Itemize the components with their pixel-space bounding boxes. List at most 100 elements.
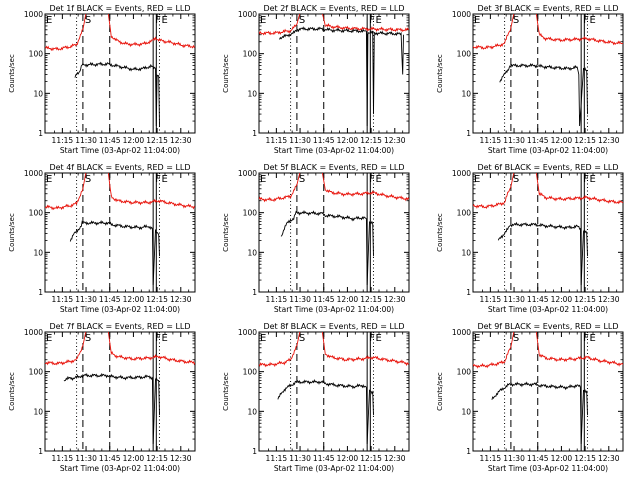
- time-marker-label: S: [513, 333, 519, 344]
- y-tick-label: 100: [457, 368, 472, 377]
- y-tick-label: 100: [29, 368, 44, 377]
- time-marker-label: E: [161, 174, 167, 185]
- time-marker-label: E: [161, 15, 167, 26]
- x-tick-label: 12:00: [337, 454, 359, 463]
- x-tick-label: 11:45: [99, 295, 121, 304]
- time-marker-label: E: [375, 15, 381, 26]
- y-axis-label: Counts/sec: [8, 372, 16, 411]
- time-marker-label: F: [583, 15, 589, 26]
- x-tick-label: 11:45: [99, 136, 121, 145]
- y-tick-label: 100: [29, 209, 44, 218]
- x-tick-label: 12:15: [146, 136, 168, 145]
- x-tick-label: 11:30: [75, 454, 97, 463]
- x-tick-label: 12:15: [360, 454, 382, 463]
- y-tick-label: 1: [38, 447, 43, 456]
- y-tick-label: 1000: [452, 328, 471, 337]
- x-tick-label: 12:30: [384, 136, 406, 145]
- time-marker-label: E: [589, 174, 595, 185]
- y-tick-label: 1000: [238, 169, 257, 178]
- y-axis-label: Counts/sec: [222, 213, 230, 252]
- series-line-events: [69, 219, 160, 286]
- y-axis-label: Counts/sec: [222, 372, 230, 411]
- series-line-lld: [259, 14, 409, 36]
- x-tick-label: 12:15: [574, 295, 596, 304]
- series-line-lld: [45, 173, 195, 211]
- plot-frame: [258, 13, 410, 134]
- y-tick-label: 100: [243, 209, 258, 218]
- y-tick-label: 1000: [24, 169, 43, 178]
- time-marker-label: E: [375, 174, 381, 185]
- y-tick-label: 100: [243, 50, 258, 59]
- x-tick-label: 12:30: [384, 295, 406, 304]
- time-marker-label: S: [299, 333, 305, 344]
- series-line-lld: [473, 14, 623, 50]
- x-tick-label: 11:15: [52, 295, 74, 304]
- panel-det-4: Det 4f BLACK = Events, RED = LLD 1 10 100 10…: [8, 163, 196, 314]
- time-marker-label: S: [85, 15, 91, 26]
- x-tick-label: 12:30: [170, 295, 192, 304]
- x-axis-label: Start Time (03-Apr-02 11:04:00): [60, 464, 180, 473]
- time-marker-label: E: [161, 333, 167, 344]
- x-tick-label: 12:15: [146, 454, 168, 463]
- y-tick-label: 1000: [24, 10, 43, 19]
- series-line-events: [279, 26, 404, 127]
- series-line-lld: [473, 332, 623, 369]
- time-marker-label: S: [513, 174, 519, 185]
- x-tick-label: 12:15: [574, 454, 596, 463]
- time-marker-label: F: [583, 174, 589, 185]
- time-marker-label: E: [589, 15, 595, 26]
- y-tick-label: 100: [457, 50, 472, 59]
- y-tick-label: 1000: [452, 10, 471, 19]
- y-tick-label: 1000: [238, 10, 257, 19]
- y-tick-label: 10: [247, 89, 257, 98]
- corner-label: E: [260, 174, 266, 185]
- time-marker-label: S: [85, 174, 91, 185]
- y-axis-label: Counts/sec: [222, 54, 230, 93]
- x-axis-label: Start Time (03-Apr-02 11:04:00): [274, 464, 394, 473]
- x-tick-label: 11:45: [313, 454, 335, 463]
- y-tick-label: 1: [252, 288, 257, 297]
- x-tick-label: 11:30: [75, 295, 97, 304]
- x-axis-label: Start Time (03-Apr-02 11:04:00): [488, 464, 608, 473]
- time-marker-label: S: [85, 333, 91, 344]
- y-axis-label: Counts/sec: [436, 372, 444, 411]
- corner-label: E: [46, 333, 52, 344]
- y-tick-label: 10: [33, 248, 43, 257]
- corner-label: E: [474, 174, 480, 185]
- x-tick-label: 11:30: [503, 295, 525, 304]
- y-tick-label: 10: [247, 407, 257, 416]
- y-tick-label: 1000: [452, 169, 471, 178]
- x-tick-label: 11:15: [480, 295, 502, 304]
- x-tick-label: 11:30: [503, 136, 525, 145]
- corner-label: E: [474, 333, 480, 344]
- series-line-events: [74, 61, 160, 127]
- x-axis-label: Start Time (03-Apr-02 11:04:00): [274, 146, 394, 155]
- corner-label: E: [474, 15, 480, 26]
- x-tick-label: 11:30: [289, 136, 311, 145]
- x-tick-label: 12:30: [170, 136, 192, 145]
- series-line-events: [280, 210, 374, 286]
- panel-det-6: Det 6f BLACK = Events, RED = LLD 1 10 100 10…: [436, 163, 624, 314]
- time-marker-label: F: [155, 333, 161, 344]
- y-axis-label: Counts/sec: [436, 54, 444, 93]
- time-marker-label: F: [583, 333, 589, 344]
- panel-det-5: Det 5f BLACK = Events, RED = LLD 1 10 100 10…: [222, 163, 410, 314]
- y-tick-label: 1: [252, 447, 257, 456]
- y-tick-label: 1: [466, 447, 471, 456]
- plot-frame: [44, 331, 196, 452]
- x-tick-label: 11:15: [480, 136, 502, 145]
- x-tick-label: 11:45: [527, 295, 549, 304]
- y-tick-label: 1: [38, 129, 43, 138]
- plot-frame: [44, 172, 196, 293]
- x-axis-label: Start Time (03-Apr-02 11:04:00): [60, 305, 180, 314]
- panel-title: Det 7f BLACK = Events, RED = LLD: [49, 322, 190, 331]
- x-tick-label: 12:00: [123, 295, 145, 304]
- corner-label: E: [46, 15, 52, 26]
- x-tick-label: 11:15: [266, 295, 288, 304]
- y-tick-label: 1: [38, 288, 43, 297]
- x-tick-label: 12:00: [123, 136, 145, 145]
- y-axis-label: Counts/sec: [8, 213, 16, 252]
- x-tick-label: 12:30: [598, 295, 620, 304]
- x-tick-label: 11:15: [480, 454, 502, 463]
